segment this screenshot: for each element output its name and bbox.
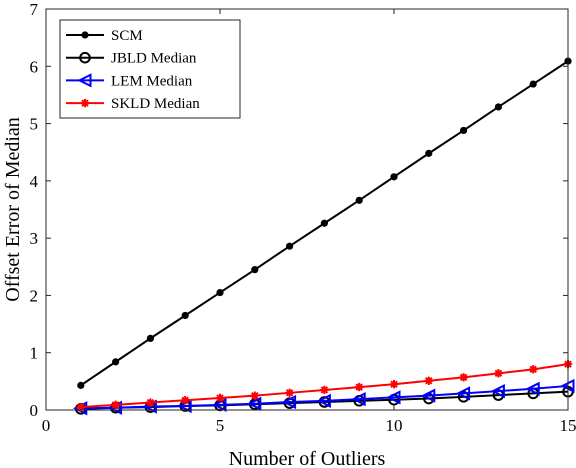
y-tick-label: 0 (30, 401, 39, 420)
data-point (529, 365, 538, 374)
legend-item: JBLD Median (66, 51, 197, 67)
series-scm (77, 57, 572, 389)
series-line (80, 384, 569, 410)
data-point (316, 393, 331, 408)
y-tick-label: 3 (30, 229, 39, 248)
data-point (460, 126, 468, 135)
legend-box (59, 19, 241, 119)
legend-item: SKLD Median (66, 96, 200, 112)
data-point (251, 266, 259, 274)
data-point (181, 396, 190, 405)
data-point (146, 334, 154, 342)
legend-marker (79, 51, 91, 64)
y-tick-label: 5 (30, 115, 39, 134)
data-point (355, 196, 363, 204)
data-point (281, 394, 297, 410)
legend-marker (77, 73, 92, 88)
data-point (389, 380, 399, 389)
x-tick-label: 15 (560, 416, 576, 435)
data-point (111, 400, 120, 410)
series-skld-median (76, 359, 573, 412)
data-point (424, 376, 433, 385)
data-point (215, 393, 225, 403)
data-point (490, 383, 505, 399)
series-layer (73, 57, 575, 416)
data-point (425, 149, 433, 157)
legend: SCM JBLD Median LEM Median SKLD Median (59, 19, 241, 119)
data-point (146, 398, 155, 407)
data-point (494, 103, 502, 111)
data-point (455, 386, 471, 401)
y-axis-label: Offset Error of Median (2, 117, 24, 302)
data-point (320, 385, 329, 395)
x-tick-label: 5 (216, 416, 225, 435)
legend-marker (80, 98, 90, 108)
data-point (320, 219, 328, 227)
data-point (76, 402, 85, 412)
data-point (525, 381, 540, 396)
data-point (216, 288, 224, 297)
x-axis-label: Number of Outliers (229, 448, 386, 468)
data-point (421, 388, 436, 403)
data-point (386, 390, 401, 405)
data-point (250, 391, 259, 400)
y-tick-label: 6 (30, 57, 39, 76)
y-tick-label: 7 (30, 0, 39, 19)
axis-ticks: 0 5 10 15 0 1 2 3 4 5 6 7 (30, 0, 576, 435)
series-lem-median (73, 378, 575, 416)
legend-label: LEM Median (111, 73, 193, 89)
data-point (494, 369, 503, 378)
data-point (351, 391, 366, 407)
y-tick-label: 4 (30, 172, 39, 191)
data-point (77, 381, 85, 389)
x-tick-label: 10 (386, 416, 403, 435)
y-tick-label: 2 (30, 286, 39, 305)
x-tick-label: 0 (42, 416, 51, 435)
data-point (112, 358, 120, 366)
data-point (247, 396, 262, 411)
legend-label: SKLD Median (111, 96, 200, 112)
legend-marker (81, 31, 89, 39)
data-point (529, 80, 537, 88)
data-point (181, 311, 189, 320)
legend-item: LEM Median (66, 73, 193, 89)
legend-label: SCM (111, 28, 143, 44)
data-point (286, 242, 294, 250)
data-point (285, 388, 294, 398)
data-point (355, 382, 364, 392)
plot-frame (45, 8, 569, 411)
data-point (459, 373, 468, 382)
legend-item: SCM (66, 28, 143, 44)
y-tick-label: 1 (30, 344, 39, 363)
data-point (390, 173, 398, 181)
legend-label: JBLD Median (111, 51, 197, 67)
